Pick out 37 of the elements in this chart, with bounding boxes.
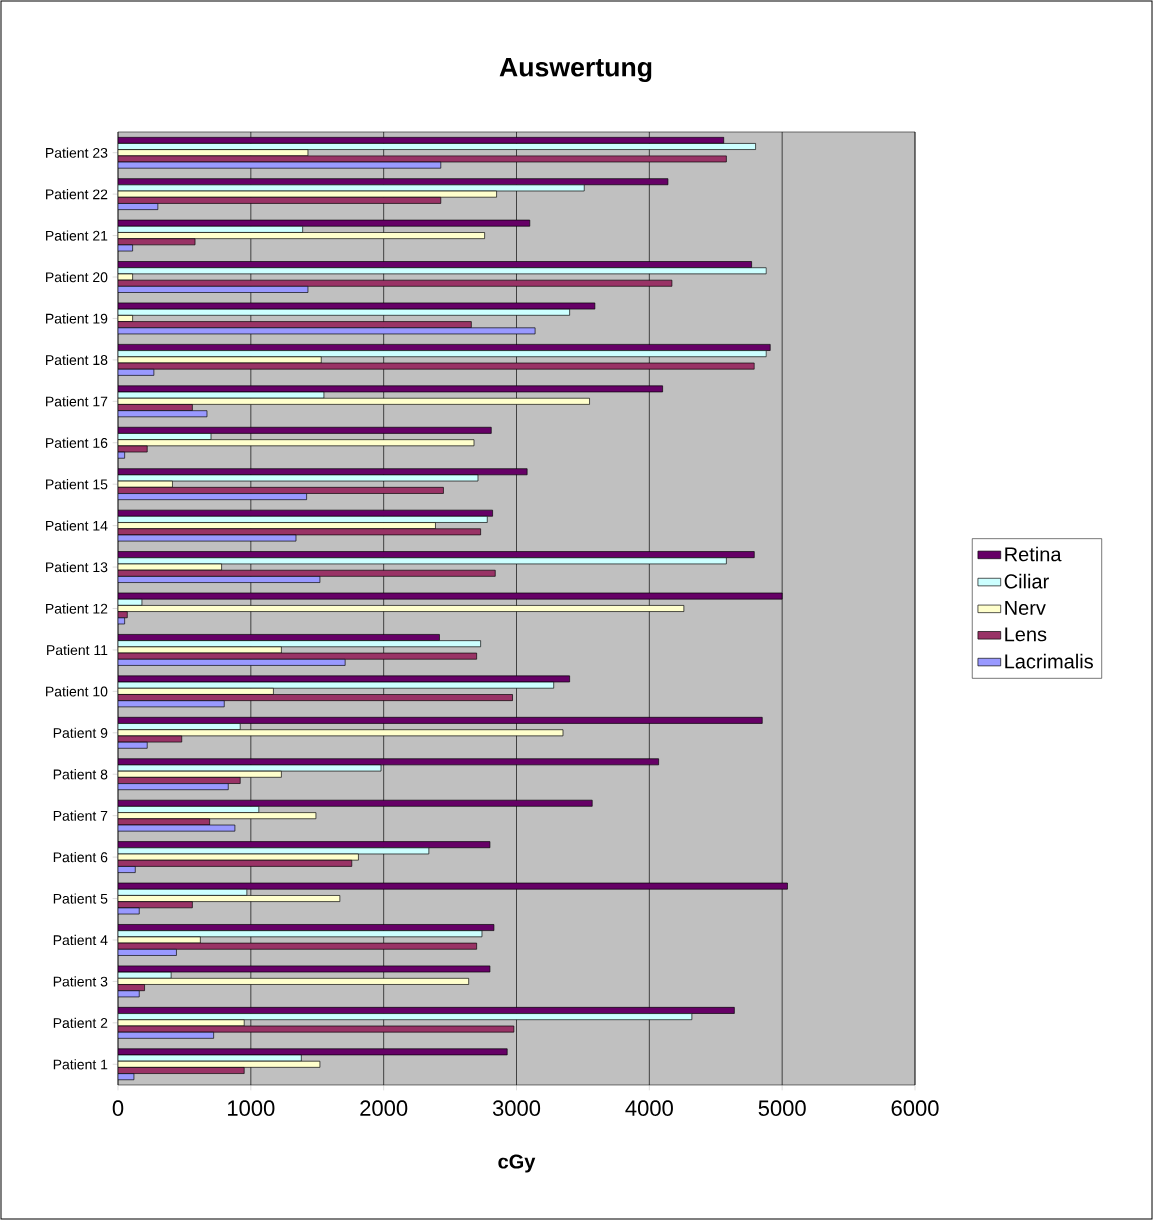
y-tick-label: Patient 6 (53, 851, 108, 863)
y-tick-label: Patient 20 (46, 271, 108, 283)
legend-label: Retina (1005, 546, 1062, 562)
legend-label: Lacrimalis (1005, 653, 1093, 669)
x-axis-title: cGy (498, 1154, 536, 1173)
y-tick-label: Patient 12 (46, 603, 108, 614)
x-tick-label: 6000 (891, 1100, 939, 1116)
y-tick-label: Patient 7 (53, 810, 108, 821)
legend-label: Nerv (1005, 600, 1046, 615)
y-tick-label: Patient 10 (46, 686, 108, 697)
y-tick-label: Patient 15 (46, 479, 108, 490)
chart-title: Auswertung (499, 57, 652, 82)
y-tick-label: Patient 4 (53, 934, 108, 946)
y-tick-label: Patient 23 (46, 147, 108, 158)
y-tick-label: Patient 22 (46, 189, 108, 200)
x-tick-label: 4000 (625, 1100, 673, 1116)
x-tick-label: 2000 (360, 1100, 408, 1116)
y-tick-label: Patient 5 (53, 893, 108, 904)
y-tick-label: Patient 9 (53, 727, 108, 738)
x-tick-label: 0 (112, 1100, 124, 1116)
y-tick-label: Patient 14 (46, 520, 108, 531)
legend-label: Lens (1005, 627, 1047, 642)
y-tick-label: Patient 1 (53, 1059, 108, 1070)
y-tick-label: Patient 21 (46, 230, 108, 241)
y-tick-label: Patient 13 (46, 561, 108, 573)
y-tick-label: Patient 8 (53, 769, 108, 780)
y-tick-label: Patient 19 (46, 313, 108, 324)
x-tick-label: 5000 (758, 1100, 806, 1116)
y-tick-label: Patient 11 (47, 644, 108, 656)
y-tick-label: Patient 16 (46, 437, 108, 448)
y-tick-label: Patient 2 (53, 1017, 108, 1028)
y-tick-label: Patient 17 (46, 396, 108, 407)
y-tick-label: Patient 3 (53, 976, 108, 987)
y-tick-label: Patient 18 (46, 354, 108, 366)
x-tick-label: 1000 (228, 1100, 275, 1116)
x-tick-label: 3000 (492, 1100, 541, 1116)
legend-label: Ciliar (1004, 573, 1049, 589)
